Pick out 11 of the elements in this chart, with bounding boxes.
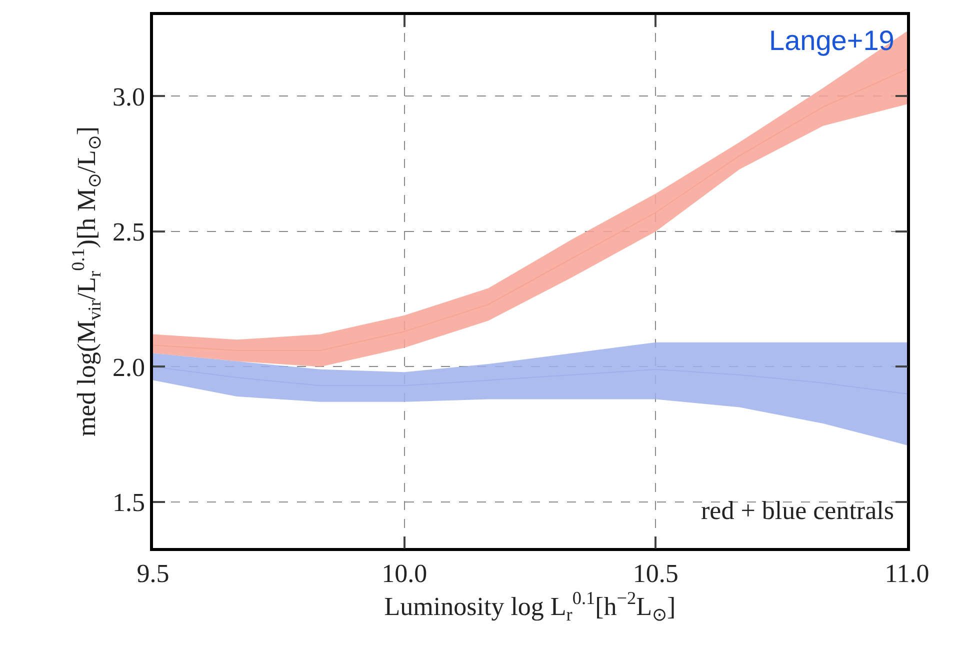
annotation: Lange+19 [769,25,894,56]
y-tick-label: 2.0 [112,352,146,382]
x-tick-label: 10.0 [382,558,428,588]
y-tick-label: 1.5 [112,488,146,518]
annotation: red + blue centrals [701,496,894,525]
y-tick-label: 2.5 [112,218,146,247]
x-tick-label: 9.5 [136,558,170,588]
x-tick-label: 11.0 [884,558,930,588]
y-tick-label: 3.0 [112,82,146,112]
x-tick-label: 10.5 [632,558,678,588]
x-axis-title: Luminosity log L$_{r}$$^{0.1}$[h$^{−2}$L$_{⊙}$] [384,588,676,624]
